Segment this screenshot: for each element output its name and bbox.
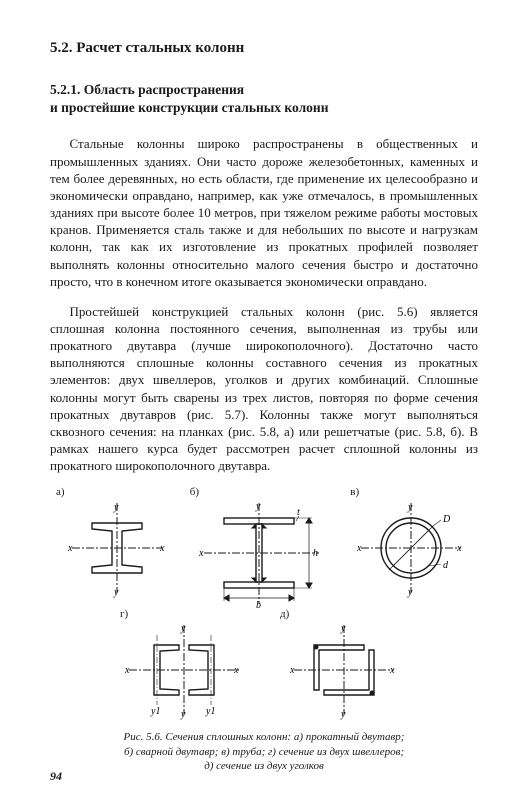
axis-x: x — [233, 665, 239, 676]
dim-d: d — [443, 560, 449, 571]
section-title: 5.2. Расчет стальных колонн — [50, 40, 478, 57]
axis-x: x — [159, 543, 165, 554]
section-text: Расчет стальных колонн — [76, 40, 244, 56]
caption-l2: б) сварной двутавр; в) труба; г) сечение… — [124, 746, 404, 758]
axis-x: x — [356, 543, 362, 554]
fig-g: г) y y x x y1 y1 — [114, 608, 254, 720]
fig-b-svg: h b t y x — [189, 498, 339, 608]
axis-x: x — [67, 543, 73, 554]
fig-d-label: д) — [280, 608, 289, 620]
figure-row-1: а) y y x x б) — [50, 486, 478, 608]
caption-l1: Рис. 5.6. Сечения сплошных колонн: а) пр… — [124, 731, 405, 743]
figure-caption: Рис. 5.6. Сечения сплошных колонн: а) пр… — [50, 730, 478, 773]
fig-b: б) h — [184, 486, 345, 608]
fig-d: д) y y x x — [274, 608, 414, 720]
axis-y: y — [407, 587, 413, 598]
axis-y: y — [407, 502, 413, 513]
axis-x: x — [289, 665, 295, 676]
fig-a-label: а) — [56, 486, 65, 498]
axis-y: y — [255, 501, 261, 512]
axis-y1: y1 — [150, 706, 160, 717]
axis-x: x — [456, 543, 462, 554]
subsection-l1: Область распространения — [84, 82, 244, 97]
axis-y: y — [340, 623, 346, 634]
paragraph-1: Стальные колонны широко распространены в… — [50, 135, 478, 289]
paragraph-2: Простейшей конструкцией стальных колонн … — [50, 303, 478, 475]
fig-g-svg: y y x x y1 y1 — [119, 620, 249, 720]
axis-x: x — [198, 548, 204, 559]
subsection-num: 5.2.1. — [50, 82, 80, 97]
axis-y: y — [113, 502, 119, 513]
axis-x: x — [124, 665, 130, 676]
fig-a: а) y y x x — [50, 486, 184, 598]
axis-y: y — [340, 709, 346, 720]
fig-b-label: б) — [190, 486, 199, 498]
page-number: 94 — [50, 769, 62, 784]
caption-l3: д) сечение из двух уголков — [204, 760, 324, 772]
axis-y: y — [180, 709, 186, 720]
dim-D: D — [442, 514, 451, 525]
section-num: 5.2. — [50, 40, 73, 56]
page: 5.2. Расчет стальных колонн 5.2.1. Облас… — [0, 0, 518, 800]
axis-y: y — [113, 587, 119, 598]
subsection-l2: и простейшие конструкции стальных колонн — [50, 100, 328, 115]
axis-y1: y1 — [205, 706, 215, 717]
fig-v-svg: D d y y x x — [351, 498, 471, 598]
subsection-title: 5.2.1. Область распространения и простей… — [50, 81, 478, 117]
axis-x: x — [389, 665, 395, 676]
dim-b: b — [256, 600, 261, 608]
fig-v-label: в) — [350, 486, 359, 498]
axis-y: y — [180, 623, 186, 634]
fig-d-svg: y y x x — [284, 620, 404, 720]
fig-g-label: г) — [120, 608, 128, 620]
fig-v: в) D d y y x x — [344, 486, 478, 598]
figure-row-2: г) y y x x y1 y1 д) — [50, 608, 478, 720]
dim-h: h — [313, 548, 318, 559]
fig-a-svg: y y x x — [62, 498, 172, 598]
